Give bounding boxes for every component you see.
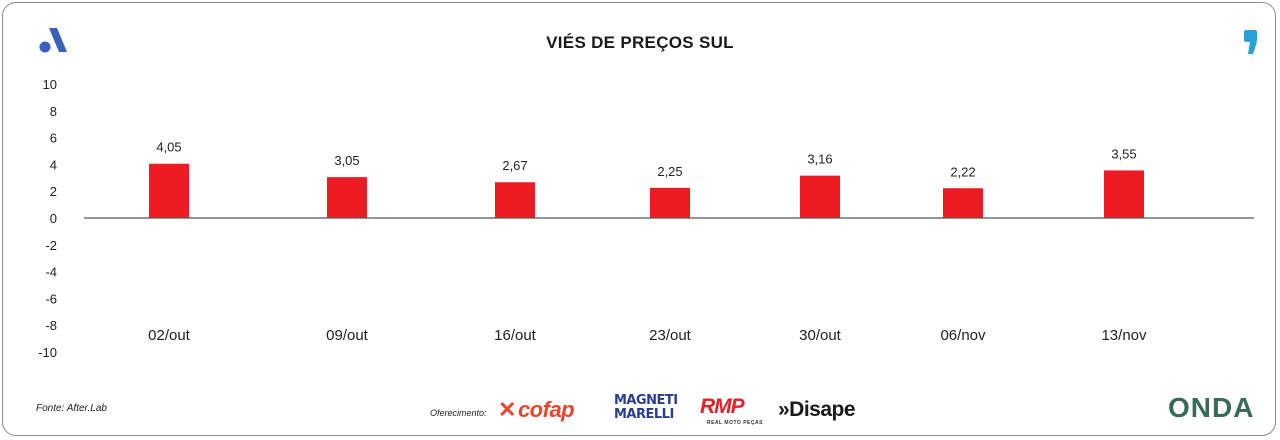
y-tick-label: 6 bbox=[50, 131, 57, 146]
cofap-mark-icon: ✕ bbox=[498, 397, 516, 422]
x-tick-label: 16/out bbox=[494, 327, 537, 344]
x-tick-label: 30/out bbox=[799, 327, 842, 344]
bar bbox=[650, 187, 690, 218]
after-lab-logo-icon bbox=[39, 28, 67, 53]
bar bbox=[327, 177, 367, 218]
bar bbox=[149, 163, 189, 218]
x-tick-label: 06/nov bbox=[940, 327, 986, 344]
data-label: 2,67 bbox=[502, 158, 527, 173]
y-tick-label: 0 bbox=[50, 211, 57, 226]
data-label: 4,05 bbox=[156, 140, 181, 155]
y-tick-label: 4 bbox=[50, 157, 57, 172]
magneti-marelli-logo: MAGNETI MARELLI bbox=[614, 393, 678, 422]
y-tick-label: -6 bbox=[45, 291, 57, 306]
bar bbox=[1104, 170, 1144, 218]
disape-logo: »Disape bbox=[778, 398, 856, 421]
y-tick-label: -4 bbox=[45, 265, 57, 280]
x-tick-label: 02/out bbox=[148, 327, 191, 344]
source-note: Fonte: After.Lab bbox=[36, 403, 107, 414]
chart-title: VIÉS DE PREÇOS SUL bbox=[546, 33, 734, 52]
y-tick-label: 8 bbox=[50, 104, 57, 119]
onda-logo: ONDA bbox=[1168, 392, 1255, 423]
data-label: 3,16 bbox=[807, 152, 832, 167]
data-label: 3,05 bbox=[334, 153, 359, 168]
cofap-logo: ✕cofap bbox=[498, 397, 575, 423]
data-label: 3,55 bbox=[1111, 146, 1136, 161]
x-tick-label: 09/out bbox=[326, 327, 369, 344]
bar bbox=[800, 175, 840, 218]
rmp-logo: RMP bbox=[700, 395, 745, 418]
cofap-wordmark: cofap bbox=[517, 397, 575, 422]
data-label: 2,22 bbox=[950, 164, 975, 179]
x-tick-label: 23/out bbox=[649, 327, 692, 344]
comma-logo-icon bbox=[1244, 30, 1257, 54]
rmp-subtitle: REAL MOTO PEÇAS bbox=[707, 420, 763, 426]
y-tick-label: 10 bbox=[43, 77, 57, 92]
y-tick-label: 2 bbox=[50, 184, 57, 199]
bar bbox=[495, 182, 535, 218]
bar bbox=[943, 188, 983, 218]
data-label: 2,25 bbox=[657, 164, 682, 179]
y-tick-label: -10 bbox=[38, 345, 57, 360]
x-tick-label: 13/nov bbox=[1101, 327, 1147, 344]
y-tick-label: -2 bbox=[45, 238, 57, 253]
y-tick-label: -8 bbox=[45, 318, 57, 333]
offer-label: Oferecimento: bbox=[430, 408, 487, 418]
